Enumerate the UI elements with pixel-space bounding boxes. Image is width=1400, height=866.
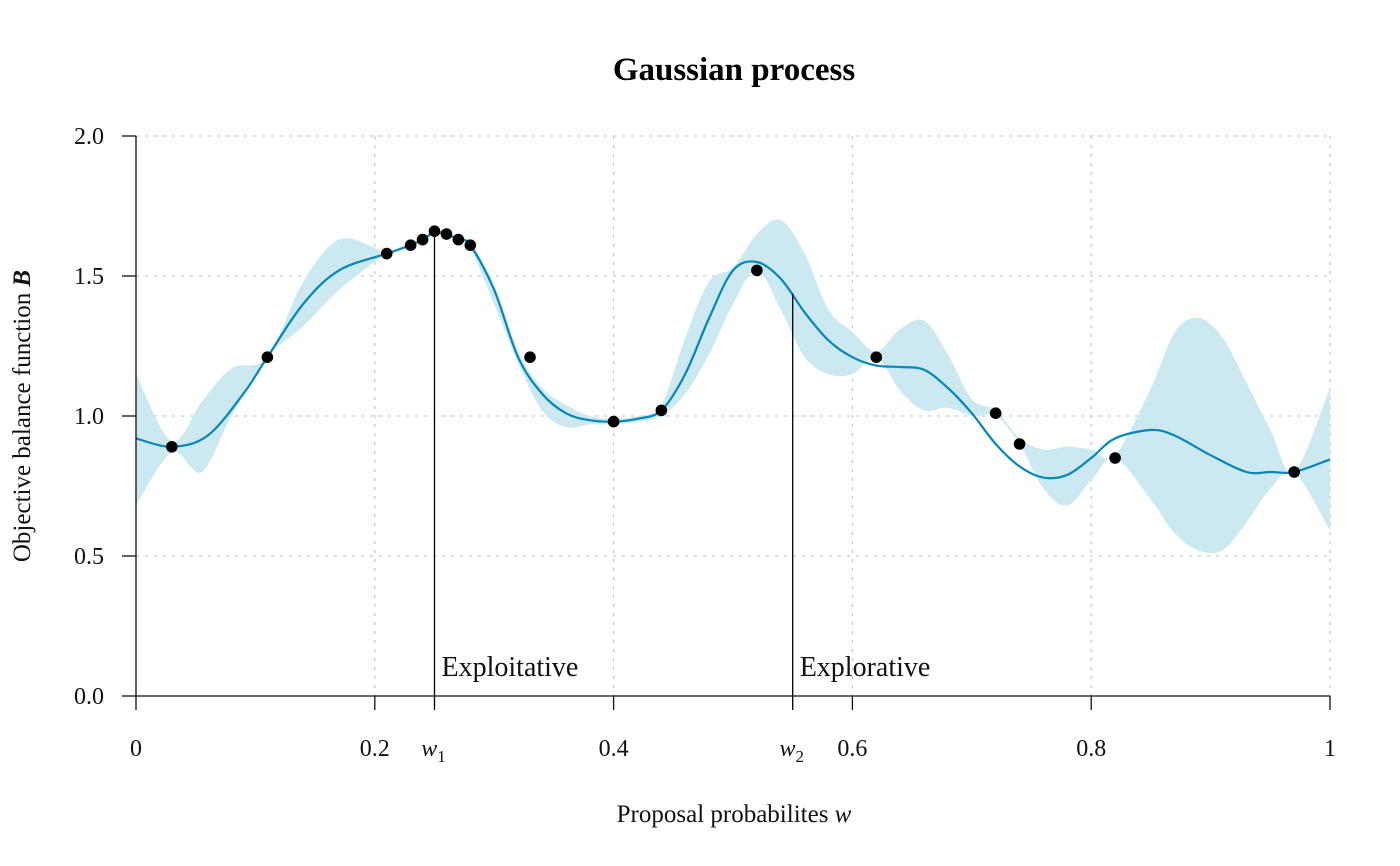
- observation-point: [870, 351, 883, 364]
- observation-point: [1109, 452, 1121, 464]
- y-axis-label: Objective balance function B: [9, 270, 36, 562]
- x-tick-label: 0.2: [360, 736, 390, 762]
- observation-point: [607, 415, 620, 428]
- y-axis-label-text: Objective balance function: [9, 292, 36, 562]
- y-tick-label: 0.5: [74, 544, 104, 570]
- x-tick-label: 0.4: [599, 736, 629, 762]
- marker-tick-label-2: w2: [779, 736, 804, 766]
- x-tick-label: 0.6: [837, 736, 867, 762]
- observation-point: [428, 225, 441, 237]
- observation-point: [1288, 466, 1300, 478]
- observation-point: [261, 351, 274, 364]
- observation-point: [452, 233, 465, 246]
- marker-annotation-2: Explorative: [800, 652, 931, 683]
- marker-annotation-1: Exploitative: [442, 652, 579, 683]
- y-tick-label: 0.0: [74, 684, 104, 710]
- confidence-band: [136, 219, 1330, 554]
- vertical-markers: Exploitative w1 Explorative w2: [421, 230, 931, 766]
- marker-tick-label-1: w1: [421, 736, 446, 766]
- y-tick-label: 2.0: [74, 124, 104, 150]
- observation-point: [166, 441, 178, 453]
- observation-point: [440, 228, 453, 240]
- y-axis-label-var: B: [9, 270, 36, 288]
- observation-point: [524, 351, 536, 364]
- ticks: 0 0.2 0.4 0.6 0.8 1 0.0 0.5 1.0 1.5 2.0: [74, 124, 1336, 762]
- observation-point: [464, 239, 477, 251]
- observation-point: [404, 239, 417, 251]
- x-tick-label: 0.8: [1076, 736, 1106, 762]
- chart-title: Gaussian process: [613, 52, 856, 88]
- observation-point: [655, 404, 668, 417]
- observation-point: [989, 407, 1002, 420]
- x-axis-label-text: Proposal probabilites: [617, 801, 829, 828]
- x-axis-label-var: w: [835, 801, 852, 828]
- y-tick-label: 1.0: [74, 404, 104, 430]
- y-tick-label: 1.5: [74, 264, 104, 290]
- observation-point: [416, 233, 429, 246]
- x-axis-label: Proposal probabilites w: [617, 801, 852, 828]
- x-tick-label: 1: [1324, 736, 1336, 762]
- observation-point: [380, 247, 393, 260]
- observation-point: [1013, 438, 1026, 450]
- observation-point: [751, 264, 763, 277]
- observation-points: [166, 225, 1300, 478]
- x-tick-label: 0: [130, 736, 142, 762]
